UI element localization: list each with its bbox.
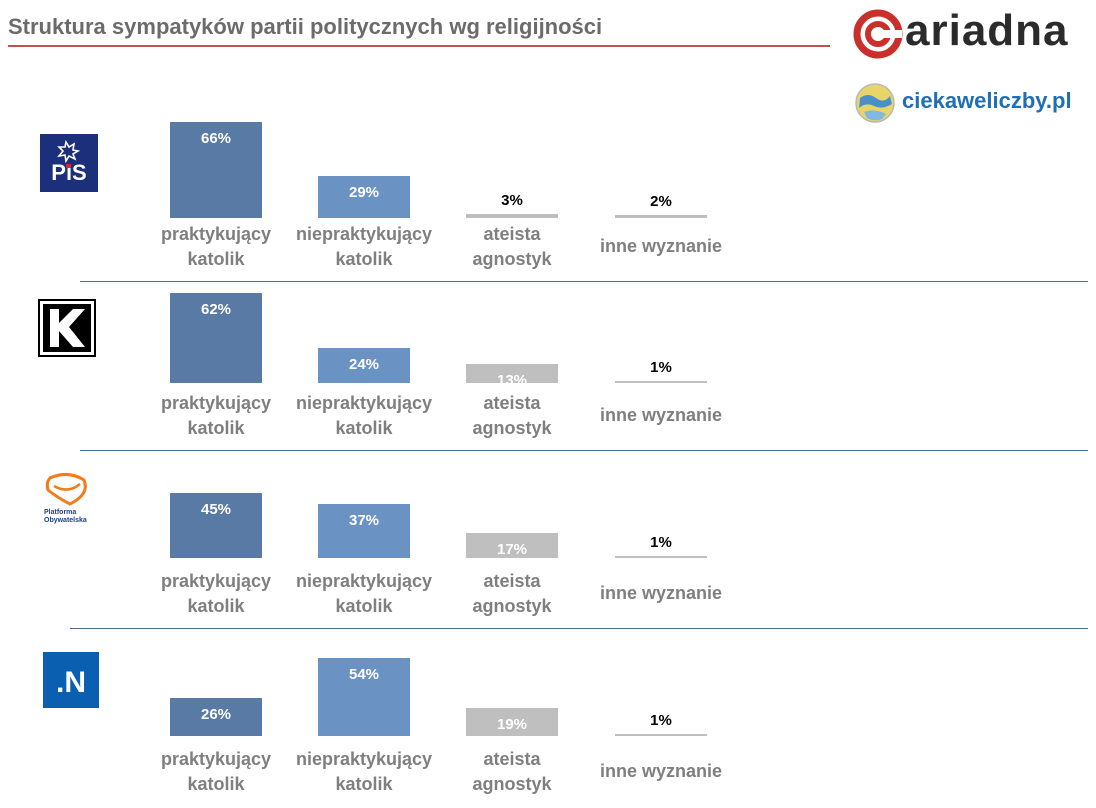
category-label-line: praktykujący — [160, 224, 272, 244]
category-label-line: agnostyk — [472, 418, 552, 438]
bar — [615, 734, 707, 736]
category-label-line: katolik — [187, 418, 245, 438]
bar — [318, 348, 410, 383]
category-label: inne wyznanie — [586, 759, 736, 784]
svg-text:Platforma: Platforma — [44, 509, 76, 516]
value-label: 13% — [496, 372, 528, 390]
category-label-line: katolik — [187, 774, 245, 794]
konfederacja-logo-icon — [38, 299, 96, 362]
category-label: praktykujący katolik — [141, 222, 291, 272]
category-label-line: niepraktykujący — [295, 749, 433, 769]
category-label-line: ateista — [483, 224, 541, 244]
bar — [615, 215, 707, 218]
value-label: 2% — [650, 193, 672, 211]
section-separator — [80, 450, 1088, 451]
bar — [466, 533, 558, 558]
title-underline — [8, 45, 830, 47]
svg-text:.N: .N — [56, 666, 86, 699]
ariadna-logo-icon — [853, 9, 903, 59]
value-label: 29% — [348, 183, 380, 201]
category-label: praktykujący katolik — [141, 391, 291, 441]
category-label: ateista agnostyk — [437, 391, 587, 441]
category-label: ateista agnostyk — [437, 222, 587, 272]
category-label-line: inne wyznanie — [599, 405, 723, 425]
bar — [466, 213, 558, 218]
category-label-line: inne wyznanie — [599, 236, 723, 256]
pis-logo-icon: PiS — [40, 134, 98, 197]
category-label-line: ateista — [483, 749, 541, 769]
page-title: Struktura sympatyków partii politycznych… — [8, 14, 603, 39]
section-separator — [80, 281, 1088, 282]
category-label-line: niepraktykujący — [295, 571, 433, 591]
category-label-line: katolik — [187, 249, 245, 269]
category-label-line: praktykujący — [160, 749, 272, 769]
bar — [170, 122, 262, 218]
bar — [170, 492, 262, 558]
category-label-line: praktykujący — [160, 393, 272, 413]
category-label: praktykujący katolik — [141, 569, 291, 619]
value-label: 62% — [200, 301, 232, 319]
value-label: 54% — [348, 665, 380, 683]
globe-logo-icon — [855, 83, 895, 123]
bar — [318, 657, 410, 736]
bar — [318, 175, 410, 218]
category-label-line: ateista — [483, 571, 541, 591]
value-label: 1% — [650, 359, 672, 376]
value-label: 17% — [496, 541, 528, 559]
bar — [170, 293, 262, 383]
bar — [615, 381, 707, 383]
nowoczesna-logo-icon: .N — [43, 652, 99, 713]
value-label: 19% — [496, 716, 528, 734]
svg-text:Obywatelska: Obywatelska — [44, 517, 87, 524]
value-label: 24% — [348, 356, 380, 374]
category-label-line: agnostyk — [472, 596, 552, 616]
category-label: inne wyznanie — [586, 581, 736, 606]
category-label-line: katolik — [335, 418, 393, 438]
category-label-line: inne wyznanie — [599, 761, 723, 781]
bar — [615, 556, 707, 558]
section-separator — [70, 628, 1088, 629]
value-label: 37% — [348, 512, 380, 530]
site-name: ciekaweliczby.pl — [902, 88, 1072, 113]
category-label-line: niepraktykujący — [295, 393, 433, 413]
value-label: 66% — [200, 130, 232, 148]
category-label-line: agnostyk — [472, 249, 552, 269]
value-label: 3% — [501, 191, 523, 209]
category-label: ateista agnostyk — [437, 569, 587, 619]
category-label: niepraktykujący katolik — [289, 569, 439, 619]
bar — [466, 708, 558, 736]
value-label: 1% — [650, 534, 672, 551]
category-label: inne wyznanie — [586, 403, 736, 428]
category-label: niepraktykujący katolik — [289, 222, 439, 272]
category-label: inne wyznanie — [586, 234, 736, 259]
bar — [318, 504, 410, 558]
category-label-line: niepraktykujący — [295, 224, 433, 244]
category-label-line: agnostyk — [472, 774, 552, 794]
value-label: 26% — [200, 706, 232, 724]
svg-text:PiS: PiS — [51, 160, 86, 185]
brand-name: ariadna — [905, 6, 1069, 55]
category-label-line: inne wyznanie — [599, 583, 723, 603]
value-label: 1% — [650, 712, 672, 729]
platforma-obywatelska-logo-icon: Platforma Obywatelska — [40, 468, 96, 531]
category-label: praktykujący katolik — [141, 747, 291, 797]
category-label-line: katolik — [335, 596, 393, 616]
bar — [466, 364, 558, 383]
category-label-line: katolik — [187, 596, 245, 616]
category-label: niepraktykujący katolik — [289, 747, 439, 797]
category-label-line: praktykujący — [160, 571, 272, 591]
category-label-line: ateista — [483, 393, 541, 413]
value-label: 45% — [200, 500, 232, 518]
category-label: niepraktykujący katolik — [289, 391, 439, 441]
bar — [170, 698, 262, 736]
category-label-line: katolik — [335, 774, 393, 794]
category-label: ateista agnostyk — [437, 747, 587, 797]
category-label-line: katolik — [335, 249, 393, 269]
